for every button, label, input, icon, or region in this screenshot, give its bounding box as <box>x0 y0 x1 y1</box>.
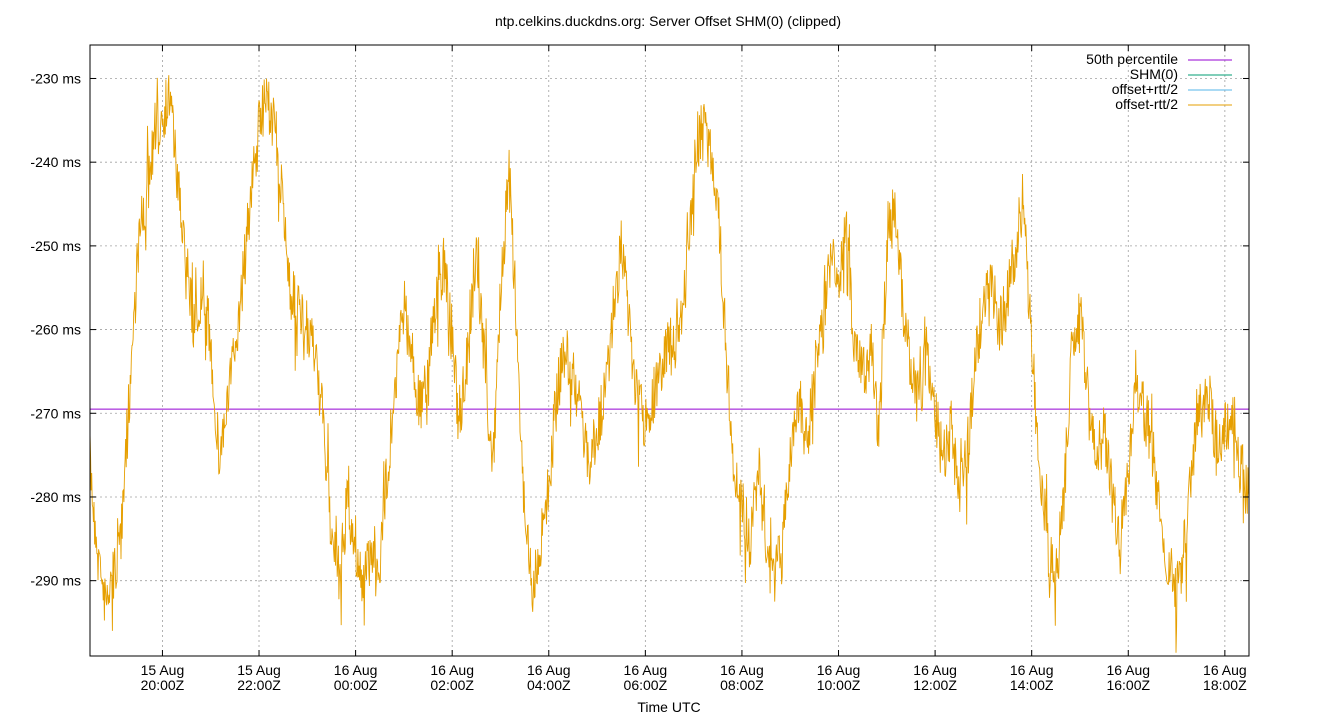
x-tick-label: 20:00Z <box>141 677 185 693</box>
y-tick-label: -240 ms <box>30 154 81 170</box>
x-tick-label: 16 Aug <box>1010 662 1054 678</box>
x-tick-label: 02:00Z <box>430 677 474 693</box>
legend: 50th percentileSHM(0)offset+rtt/2offset-… <box>1086 51 1232 112</box>
x-tick-label: 16 Aug <box>430 662 474 678</box>
y-tick-label: -230 ms <box>30 70 81 86</box>
legend-label: 50th percentile <box>1086 51 1178 67</box>
y-tick-label: -290 ms <box>30 573 81 589</box>
legend-label: offset+rtt/2 <box>1112 81 1178 97</box>
x-tick-label: 16 Aug <box>527 662 571 678</box>
x-tick-label: 00:00Z <box>334 677 378 693</box>
x-tick-label: 04:00Z <box>527 677 571 693</box>
y-tick-label: -270 ms <box>30 405 81 421</box>
x-tick-label: 16 Aug <box>817 662 861 678</box>
series-layer <box>89 75 1250 653</box>
x-tick-label: 12:00Z <box>913 677 957 693</box>
x-tick-label: 16 Aug <box>720 662 764 678</box>
legend-label: offset-rtt/2 <box>1115 96 1178 112</box>
x-tick-label: 22:00Z <box>237 677 281 693</box>
x-tick-label: 15 Aug <box>141 662 185 678</box>
x-tick-label: 14:00Z <box>1010 677 1054 693</box>
x-tick-label: 16 Aug <box>1106 662 1150 678</box>
axes: -230 ms -240 ms -250 ms -260 ms -270 ms -280 … <box>30 44 1250 693</box>
plot-frame <box>89 44 1250 657</box>
x-tick-label: 18:00Z <box>1203 677 1247 693</box>
x-tick-label: 16 Aug <box>913 662 957 678</box>
x-tick-label: 08:00Z <box>720 677 764 693</box>
series-line-offset-rtt-minus <box>89 75 1250 653</box>
x-tick-label: 10:00Z <box>817 677 861 693</box>
x-tick-label: 16 Aug <box>624 662 668 678</box>
y-tick-label: -250 ms <box>30 238 81 254</box>
x-tick-label: 16 Aug <box>334 662 378 678</box>
legend-label: SHM(0) <box>1130 66 1178 82</box>
x-axis-label: Time UTC <box>637 699 700 715</box>
x-tick-label: 06:00Z <box>624 677 668 693</box>
x-tick-label: 16:00Z <box>1106 677 1150 693</box>
x-tick-label: 15 Aug <box>237 662 281 678</box>
x-tick-label: 16 Aug <box>1203 662 1247 678</box>
y-tick-label: -280 ms <box>30 489 81 505</box>
chart-title: ntp.celkins.duckdns.org: Server Offset S… <box>495 13 841 29</box>
y-tick-label: -260 ms <box>30 322 81 338</box>
